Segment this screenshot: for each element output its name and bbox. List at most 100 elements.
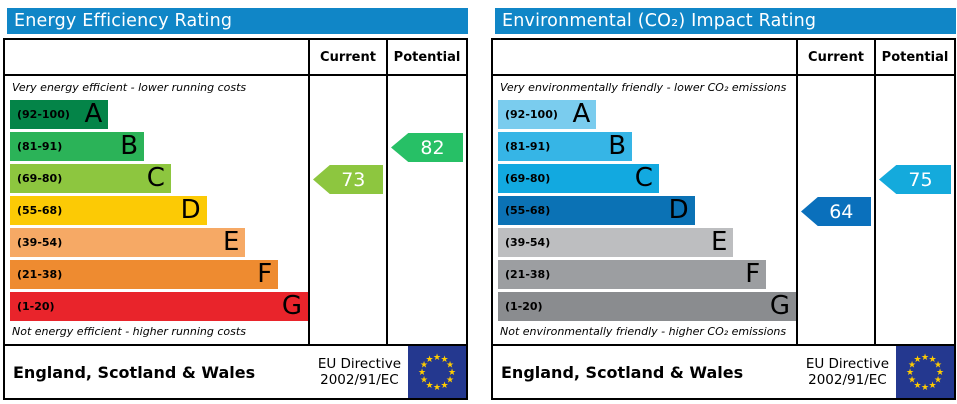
eu-directive-line1: EU Directive (805, 355, 889, 372)
band-row: (92-100) A (498, 100, 796, 129)
svg-text:★: ★ (433, 353, 441, 363)
current-rating-value: 64 (829, 200, 854, 223)
svg-text:★: ★ (934, 376, 942, 386)
svg-text:★: ★ (913, 381, 921, 391)
band-row: (39-54) E (498, 228, 796, 257)
svg-text:★: ★ (446, 361, 454, 371)
band-range: (39-54) (17, 236, 63, 249)
energy-panel-title: Energy Efficiency Rating (7, 8, 468, 34)
table-footer: England, Scotland & Wales EU Directive 2… (493, 344, 954, 398)
band-range: (81-91) (505, 140, 551, 153)
svg-text:★: ★ (433, 383, 441, 393)
band-letter: A (572, 99, 591, 129)
region-label: England, Scotland & Wales (501, 362, 744, 382)
eu-directive-label: EU Directive 2002/91/EC (806, 356, 889, 388)
band-range: (69-80) (17, 172, 63, 185)
eu-flag-icon: ★ ★ ★ ★ ★ ★ ★ ★ ★ ★ ★ ★ (896, 346, 954, 398)
band-row: (69-80) C (10, 164, 308, 193)
potential-rating-arrow: 75 (879, 165, 951, 194)
environmental-band-chart: Very environmentally friendly - lower CO… (493, 76, 796, 344)
energy-rating-table: Current Potential Very energy efficient … (3, 38, 468, 400)
svg-text:★: ★ (908, 361, 916, 371)
svg-text:★: ★ (440, 355, 448, 365)
svg-text:★: ★ (906, 368, 914, 378)
band-letter: B (608, 131, 627, 161)
svg-text:★: ★ (418, 368, 426, 378)
band-range: (55-68) (505, 204, 551, 217)
band-range: (1-20) (17, 300, 55, 313)
svg-text:★: ★ (936, 368, 944, 378)
band-row: (21-38) F (10, 260, 308, 289)
svg-text:★: ★ (420, 376, 428, 386)
band-c: (69-80) C (10, 164, 171, 193)
band-letter: G (281, 291, 302, 321)
band-row: (1-20) G (10, 292, 308, 321)
top-note: Very energy efficient - lower running co… (12, 81, 247, 94)
svg-text:★: ★ (928, 355, 936, 365)
table-footer: England, Scotland & Wales EU Directive 2… (5, 344, 466, 398)
region-label: England, Scotland & Wales (13, 362, 256, 382)
svg-text:★: ★ (448, 368, 456, 378)
band-row: (39-54) E (10, 228, 308, 257)
potential-rating-value: 75 (908, 168, 933, 191)
band-row: (55-68) D (10, 196, 308, 225)
band-letter: B (120, 131, 139, 161)
energy-efficiency-panel: Energy Efficiency Rating Current Potenti… (3, 8, 468, 400)
potential-value-column: 75 (874, 76, 954, 344)
band-f: (21-38) F (10, 259, 279, 289)
band-letter: D (180, 195, 201, 225)
current-rating-arrow: 64 (801, 197, 871, 226)
band-letter: C (634, 163, 653, 193)
svg-text:★: ★ (446, 376, 454, 386)
potential-rating-arrow: 82 (391, 133, 463, 162)
bottom-note: Not environmentally friendly - higher CO… (500, 325, 787, 338)
band-row: (69-80) C (498, 164, 796, 193)
current-value-column: 64 (796, 76, 874, 344)
band-f: (21-38) F (498, 259, 767, 289)
current-column-header: Current (796, 40, 874, 76)
bottom-note: Not energy efficient - higher running co… (12, 325, 246, 338)
band-range: (21-38) (17, 268, 63, 281)
band-row: (1-20) G (498, 292, 796, 321)
band-range: (39-54) (505, 236, 551, 249)
environmental-impact-panel: Environmental (CO₂) Impact Rating Curren… (491, 8, 956, 400)
band-row: (55-68) D (498, 196, 796, 225)
potential-rating-value: 82 (420, 136, 445, 159)
band-letter: E (710, 227, 728, 257)
band-c: (69-80) C (498, 164, 659, 193)
band-range: (69-80) (505, 172, 551, 185)
band-letter: F (257, 259, 273, 289)
eu-directive-line2: 2002/91/EC (320, 372, 399, 388)
band-e: (39-54) E (10, 228, 246, 257)
band-g: (1-20) G (10, 292, 308, 321)
header-spacer (493, 40, 796, 76)
eu-directive-line2: 2002/91/EC (808, 372, 887, 388)
environmental-rating-table: Current Potential Very environmentally f… (491, 38, 956, 400)
current-value-column: 73 (308, 76, 386, 344)
band-b: (81-91) B (498, 131, 633, 161)
band-range: (1-20) (505, 300, 543, 313)
band-letter: F (745, 259, 761, 289)
svg-text:★: ★ (921, 383, 929, 393)
environmental-panel-title: Environmental (CO₂) Impact Rating (495, 8, 956, 34)
svg-text:★: ★ (934, 361, 942, 371)
top-note: Very environmentally friendly - lower CO… (500, 81, 787, 94)
band-d: (55-68) D (498, 196, 695, 225)
band-b: (81-91) B (10, 131, 145, 161)
band-letter: A (84, 99, 103, 129)
band-row: (21-38) F (498, 260, 796, 289)
band-a: (92-100) A (498, 99, 597, 129)
band-letter: C (146, 163, 165, 193)
band-range: (92-100) (17, 108, 70, 121)
potential-column-header: Potential (874, 40, 954, 76)
band-range: (55-68) (17, 204, 63, 217)
svg-text:★: ★ (921, 353, 929, 363)
band-a: (92-100) A (10, 99, 109, 129)
band-range: (21-38) (505, 268, 551, 281)
band-range: (92-100) (505, 108, 558, 121)
svg-text:★: ★ (425, 355, 433, 365)
svg-text:★: ★ (908, 376, 916, 386)
current-rating-value: 73 (341, 168, 366, 191)
potential-value-column: 82 (386, 76, 466, 344)
